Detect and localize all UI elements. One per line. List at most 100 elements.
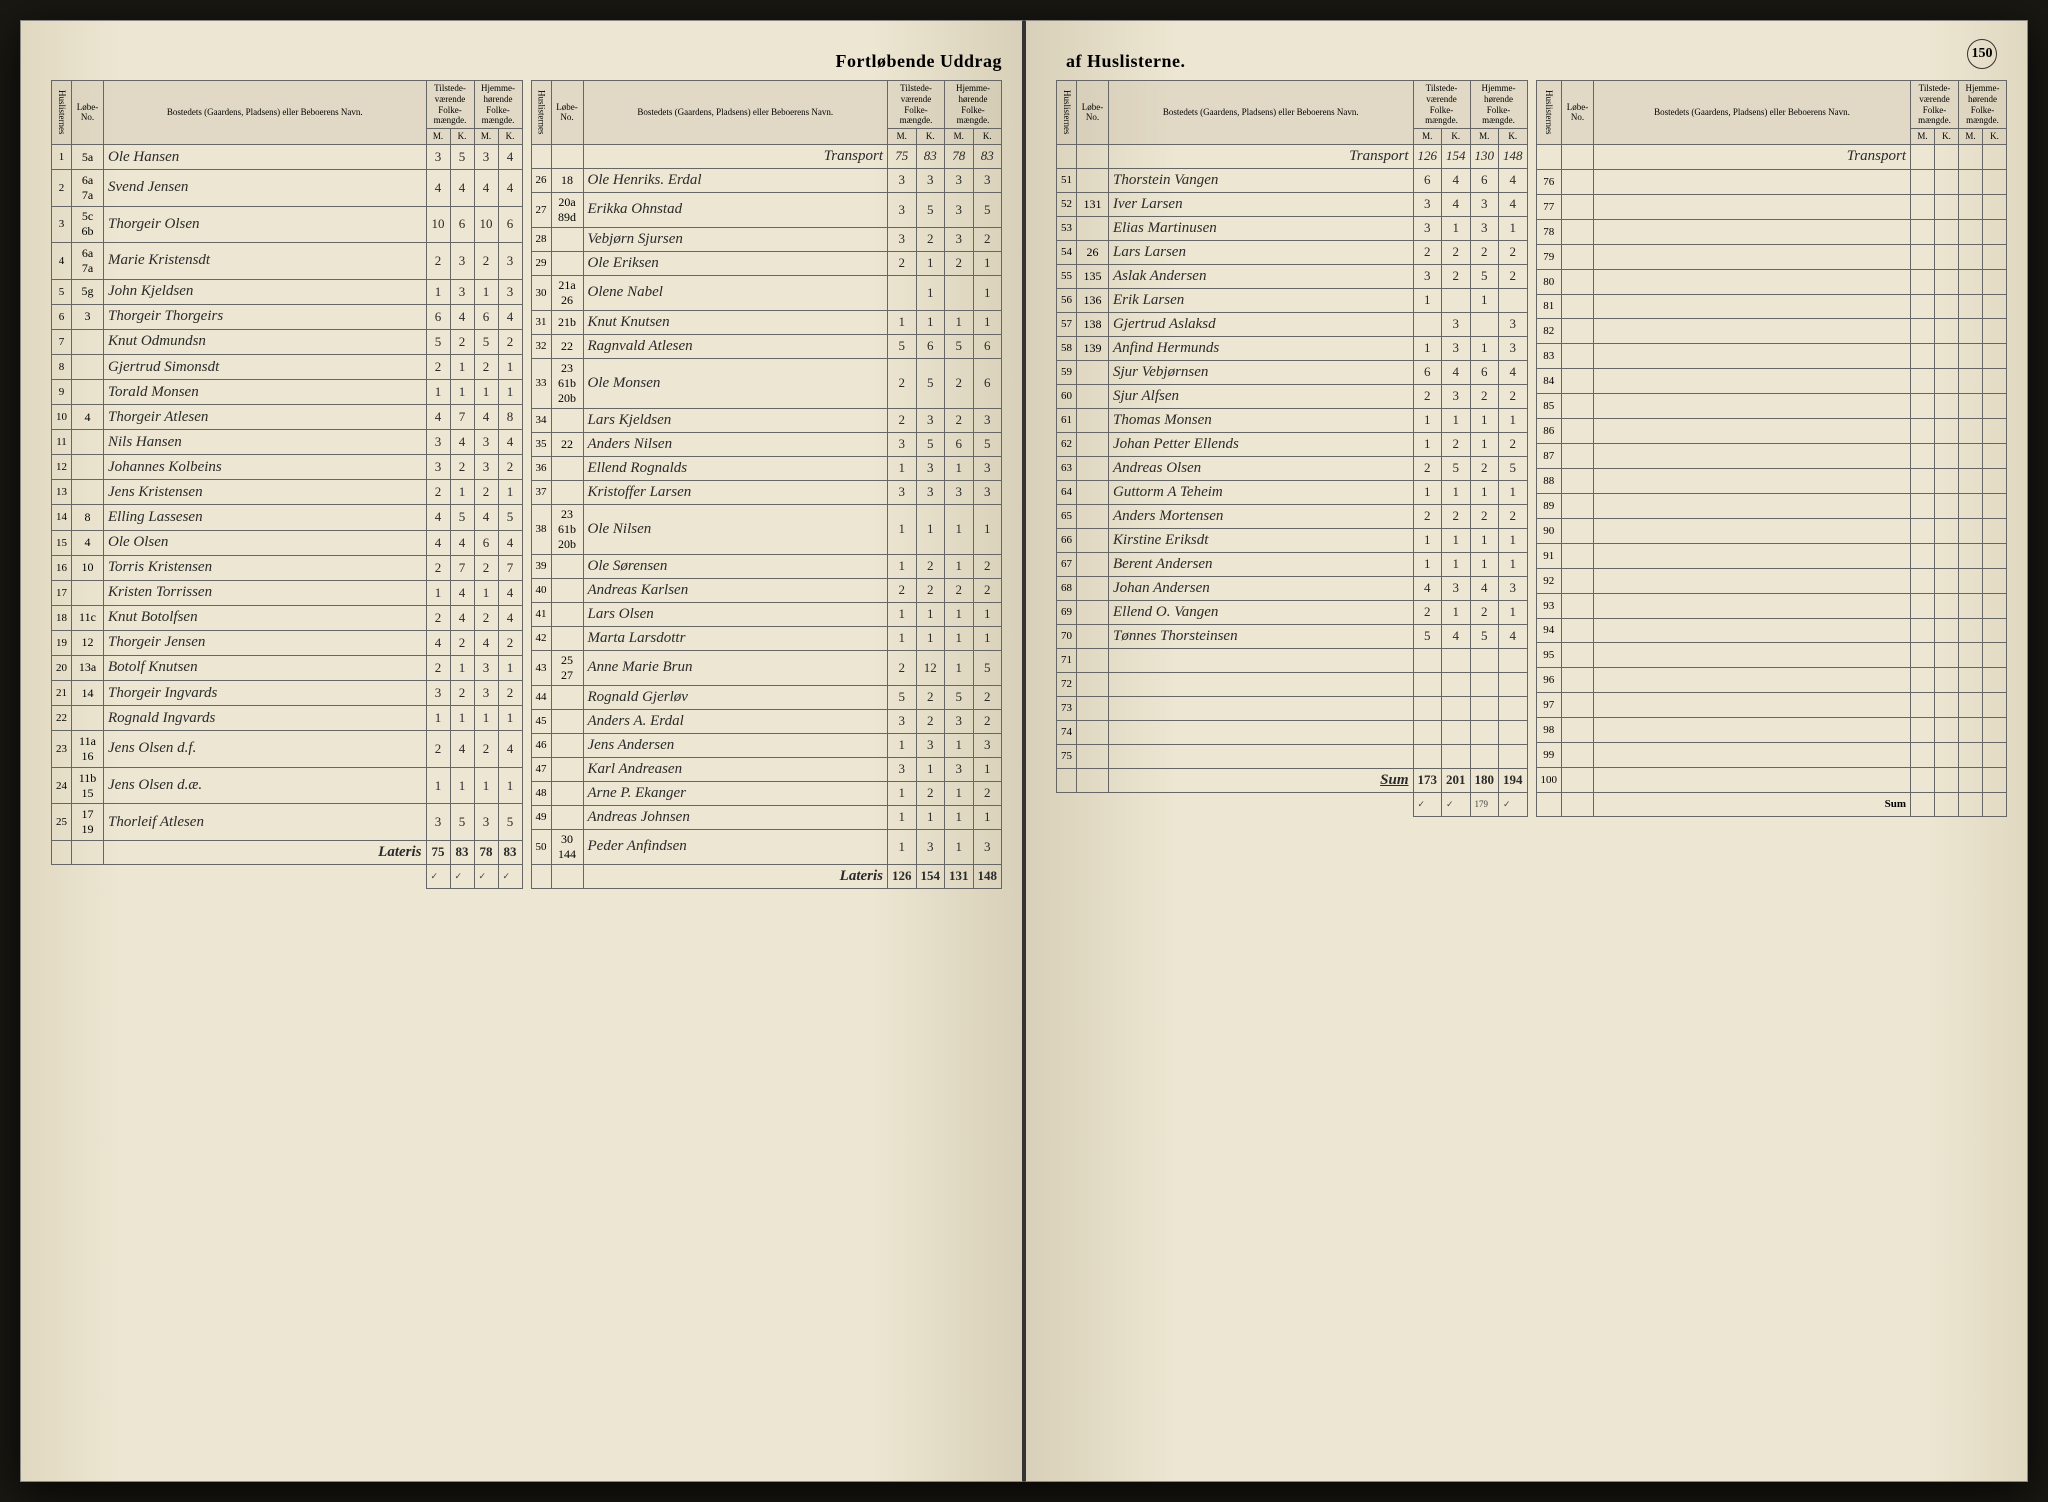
table-row: 63Thorgeir Thorgeirs6464 (52, 304, 523, 329)
count-m2: 1 (945, 733, 974, 757)
count-k2: 1 (498, 380, 522, 405)
col-bosted: Bostedets (Gaardens, Pladsens) eller Beb… (104, 81, 427, 145)
count-m1: 3 (426, 144, 450, 169)
count-m2 (1959, 169, 1983, 194)
resident-name: Berent Andersen (1109, 552, 1414, 576)
count-m1: 1 (426, 279, 450, 304)
row-number: 55 (1057, 264, 1077, 288)
count-m2: 3 (945, 757, 974, 781)
resident-name: Anfind Hermunds (1109, 336, 1414, 360)
row-number: 33 (531, 358, 551, 408)
resident-name: Arne P. Ekanger (583, 781, 888, 805)
table-row: 5030144Peder Anfindsen1313 (531, 829, 1002, 864)
table-row: 432527Anne Marie Brun21215 (531, 650, 1002, 685)
count-m2 (1959, 643, 1983, 668)
resident-name (1109, 696, 1414, 720)
resident-name (1594, 768, 1911, 793)
row-number: 87 (1536, 444, 1562, 469)
count-m2: 3 (474, 655, 498, 680)
lobe-no: 4 (72, 530, 104, 555)
page-number: 150 (1967, 39, 1997, 69)
lobe-no (1562, 344, 1594, 369)
count-m2: 1 (474, 580, 498, 605)
count-k2: 5 (973, 192, 1002, 227)
row-number: 60 (1057, 384, 1077, 408)
count-m1: 2 (1413, 600, 1442, 624)
table-row: 64Guttorm A Teheim1111 (1057, 480, 1528, 504)
count-k2: 1 (973, 310, 1002, 334)
row-number: 48 (531, 781, 551, 805)
resident-name: Aslak Andersen (1109, 264, 1414, 288)
lobe-no (551, 456, 583, 480)
count-k2: 1 (1499, 216, 1528, 240)
resident-name: Knut Knutsen (583, 310, 888, 334)
lobe-no (1077, 504, 1109, 528)
table-row: 2311a16Jens Olsen d.f.2424 (52, 731, 523, 768)
table-row: 40Andreas Karlsen2222 (531, 578, 1002, 602)
table-row: 99 (1536, 743, 2007, 768)
count-k1: 1 (916, 626, 945, 650)
count-k1 (1442, 720, 1471, 744)
row-number: 66 (1057, 528, 1077, 552)
count-k1: 5 (1442, 456, 1471, 480)
table-row: 29Ole Eriksen2121 (531, 251, 1002, 275)
count-k1 (1935, 369, 1959, 394)
row-number: 98 (1536, 718, 1562, 743)
page-title-left: Fortløbende Uddrag (51, 51, 1002, 72)
count-m2: 1 (474, 279, 498, 304)
sum-row: Sum 173 201 180 194 (1057, 768, 1528, 792)
count-m1: 3 (888, 480, 917, 504)
count-k2: 1 (973, 504, 1002, 554)
table-row: 22Rognald Ingvards1111 (52, 706, 523, 731)
lobe-no (1562, 194, 1594, 219)
count-k2: 1 (973, 757, 1002, 781)
count-k2 (1983, 244, 2007, 269)
count-k2 (1983, 468, 2007, 493)
count-m2: 1 (1470, 552, 1499, 576)
count-k1 (1935, 493, 1959, 518)
resident-name: Sjur Alfsen (1109, 384, 1414, 408)
table-row: 68Johan Andersen4343 (1057, 576, 1528, 600)
lobe-no (1562, 169, 1594, 194)
lobe-no (551, 733, 583, 757)
row-number: 26 (531, 168, 551, 192)
lateris-row: Lateris 126 154 131 148 (531, 864, 1002, 888)
table-row: 5426Lars Larsen2222 (1057, 240, 1528, 264)
count-m2 (1959, 493, 1983, 518)
count-m2: 6 (474, 530, 498, 555)
table-row: 154Ole Olsen4464 (52, 530, 523, 555)
count-k1 (1935, 693, 1959, 718)
count-k2: 3 (498, 243, 522, 280)
count-k2: 2 (498, 329, 522, 354)
col-hjemme: Hjemme- hørende Folke- mængde. (474, 81, 522, 129)
lobe-no: 11b15 (72, 767, 104, 804)
resident-name: Vebjørn Sjursen (583, 227, 888, 251)
check-row: ✓✓✓✓ (52, 864, 523, 888)
table-row: 15aOle Hansen3534 (52, 144, 523, 169)
count-m1: 2 (888, 408, 917, 432)
count-k2: 6 (973, 334, 1002, 358)
lobe-no (1562, 319, 1594, 344)
count-k1: 1 (916, 275, 945, 310)
count-m1 (1911, 643, 1935, 668)
count-m2: 1 (945, 504, 974, 554)
count-k1: 2 (916, 578, 945, 602)
count-m1: 3 (888, 168, 917, 192)
table-row: 26a7aSvend Jensen4444 (52, 170, 523, 207)
count-k1 (1935, 169, 1959, 194)
resident-name: Tønnes Thorsteinsen (1109, 624, 1414, 648)
row-number: 59 (1057, 360, 1077, 384)
table-row: 88 (1536, 468, 2007, 493)
col-huslisternes: Huslisternes (531, 81, 551, 145)
resident-name (1594, 219, 1911, 244)
count-k2: 3 (1499, 576, 1528, 600)
transport-row: Transport 126 154 130 148 (1057, 144, 1528, 168)
resident-name: Elias Martinusen (1109, 216, 1414, 240)
row-number: 9 (52, 380, 72, 405)
count-k2: 3 (973, 733, 1002, 757)
count-m2: 6 (1470, 168, 1499, 192)
count-m2 (1959, 269, 1983, 294)
table-row: 85 (1536, 394, 2007, 419)
col-tilstede: Tilstede- værende Folke- mængde. (426, 81, 474, 129)
count-m2 (1470, 744, 1499, 768)
